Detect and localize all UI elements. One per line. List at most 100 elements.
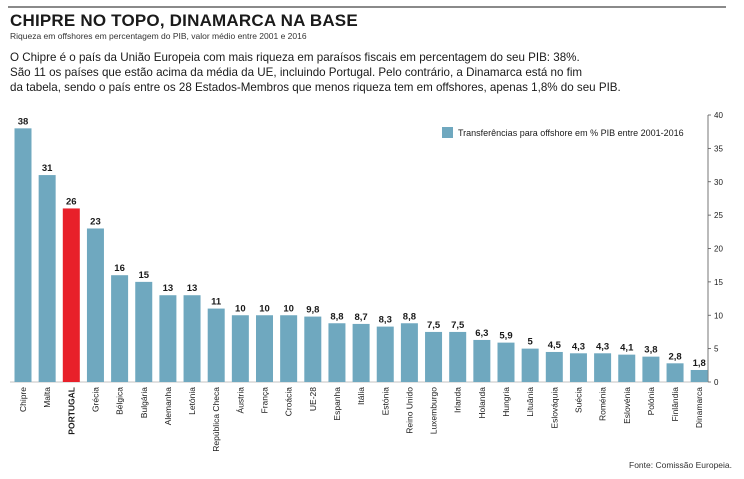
data-label: 8,7	[354, 312, 367, 323]
bar	[642, 356, 660, 382]
y-tick-label: 0	[714, 378, 719, 387]
category-label: Holanda	[477, 387, 487, 419]
category-label: Alemanha	[163, 387, 173, 426]
data-label: 13	[163, 283, 174, 294]
data-label: 13	[187, 283, 198, 294]
category-label: PORTUGAL	[66, 387, 76, 435]
category-label: Espanha	[332, 387, 342, 421]
y-tick-label: 15	[714, 278, 723, 287]
bar	[376, 326, 394, 382]
data-label: 8,8	[330, 311, 343, 322]
intro-line: da tabela, sendo o país entre os 28 Esta…	[10, 81, 621, 94]
category-label: Áustria	[235, 387, 245, 414]
legend-label: Transferências para offshore em % PIB en…	[458, 128, 684, 138]
category-label: Reino Unido	[404, 387, 414, 434]
category-label: Hungria	[501, 387, 511, 417]
data-label: 10	[235, 303, 246, 314]
data-label: 16	[114, 263, 125, 274]
y-tick-label: 40	[714, 111, 723, 120]
bar	[183, 295, 201, 382]
category-label: Roménia	[598, 387, 608, 421]
bar	[594, 353, 612, 382]
category-label: Croácia	[284, 387, 294, 417]
category-label: Estónia	[380, 387, 390, 416]
bar	[304, 316, 322, 382]
bar	[352, 323, 370, 382]
bar	[135, 281, 153, 382]
bar	[497, 342, 515, 382]
category-label: Malta	[42, 387, 52, 408]
y-tick-label: 10	[714, 311, 723, 320]
bar	[111, 275, 129, 382]
category-label: Eslováquia	[549, 387, 559, 429]
data-label: 5,9	[499, 331, 512, 342]
source-note: Fonte: Comissão Europeia.	[629, 460, 732, 470]
bar	[545, 351, 563, 382]
category-label: Bulgária	[139, 387, 149, 418]
bar	[231, 315, 249, 382]
data-label: 5	[528, 337, 534, 348]
category-label: Itália	[356, 387, 366, 405]
category-label: França	[260, 387, 270, 414]
bar	[473, 339, 491, 382]
data-label: 2,8	[668, 351, 681, 362]
data-label: 8,8	[403, 311, 416, 322]
category-label: Lituânia	[525, 387, 535, 417]
data-label: 8,3	[379, 315, 392, 326]
data-label: 26	[66, 196, 77, 207]
data-label: 4,3	[596, 341, 609, 352]
y-tick-label: 20	[714, 245, 723, 254]
bar	[280, 315, 298, 382]
bar	[400, 323, 418, 382]
bar	[521, 348, 539, 382]
bar	[328, 323, 346, 382]
category-label: Irlanda	[453, 387, 463, 413]
y-tick-label: 25	[714, 211, 723, 220]
data-label: 7,5	[427, 320, 441, 331]
bar	[14, 128, 32, 382]
category-label: Eslovénia	[622, 387, 632, 424]
data-label: 10	[259, 303, 270, 314]
category-label: Luxemburgo	[429, 387, 439, 435]
category-label: Grécia	[90, 387, 100, 412]
data-label: 9,8	[306, 305, 319, 316]
category-label: Dinamarca	[694, 387, 704, 428]
data-label: 3,8	[644, 345, 657, 356]
data-label: 4,3	[572, 341, 585, 352]
bar	[425, 331, 443, 382]
bar	[449, 331, 467, 382]
category-label: Letónia	[187, 387, 197, 415]
bar	[256, 315, 273, 382]
subtitle: Riqueza em offshores em percentagem do P…	[10, 31, 307, 41]
data-label: 1,8	[693, 358, 706, 369]
intro-line: O Chipre é o país da União Europeia com …	[10, 51, 580, 64]
data-label: 6,3	[475, 328, 488, 339]
bar	[569, 353, 587, 382]
bar	[159, 295, 177, 382]
data-label: 11	[211, 297, 222, 308]
y-tick-label: 35	[714, 144, 723, 153]
top-rule	[8, 6, 726, 8]
category-label: Suécia	[573, 387, 583, 413]
category-label: Bélgica	[115, 387, 125, 415]
data-label: 4,1	[620, 343, 634, 354]
bar	[62, 208, 80, 382]
category-label: UE-28	[308, 387, 318, 411]
category-label: Polónia	[646, 387, 656, 416]
data-label: 7,5	[451, 320, 465, 331]
legend-swatch	[442, 127, 453, 138]
data-label: 4,5	[548, 340, 562, 351]
data-label: 10	[283, 303, 294, 314]
data-label: 15	[138, 270, 149, 281]
intro-text: O Chipre é o país da União Europeia com …	[10, 50, 732, 95]
y-tick-label: 30	[714, 178, 723, 187]
bar	[618, 354, 636, 382]
bar	[207, 308, 225, 382]
bar	[86, 228, 104, 382]
intro-line: São 11 os países que estão acima da médi…	[10, 66, 583, 79]
data-label: 23	[90, 216, 101, 227]
category-label: Chipre	[18, 387, 28, 412]
bar	[690, 369, 708, 382]
data-label: 38	[18, 116, 29, 127]
